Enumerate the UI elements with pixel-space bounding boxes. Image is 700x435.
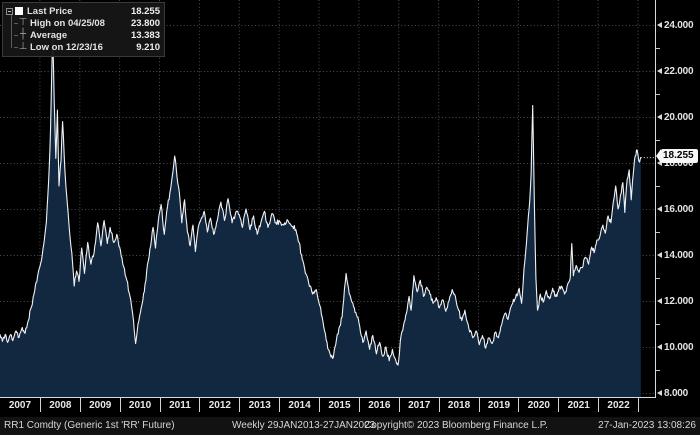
x-axis-year-cell: 2013 — [239, 398, 279, 412]
tick-arrow-icon — [657, 22, 662, 28]
y-axis-label: 24.000 — [657, 19, 694, 31]
y-axis-minor-tick — [656, 48, 660, 49]
tick-arrow-icon — [657, 114, 662, 120]
x-axis-year-label: 2012 — [208, 399, 231, 411]
legend-value: 18.255 — [130, 5, 160, 17]
x-axis-year-label: 2019 — [487, 399, 511, 411]
low-marker-icon: ⊥ — [18, 41, 28, 52]
y-axis-minor-tick — [656, 370, 660, 371]
legend-value: 9.210 — [136, 41, 160, 53]
x-axis-year-label: 2020 — [527, 399, 550, 411]
y-axis-minor-tick — [656, 278, 660, 279]
x-axis: 2007 2008 2009 2010 2011 2012 2013 2014 2015 2016… — [0, 398, 700, 417]
legend-value: 13.383 — [130, 29, 160, 41]
legend-expander-icon[interactable] — [6, 7, 13, 15]
tick-arrow-icon — [657, 390, 662, 396]
x-axis-year-label: 2008 — [49, 399, 72, 411]
y-axis-label: 8.000 — [657, 387, 688, 399]
x-axis-year-cell: 2018 — [438, 398, 479, 412]
legend-row-average[interactable]: ┼ Average 13.383 — [6, 29, 160, 41]
x-axis-year-cell: 2011 — [159, 398, 200, 412]
y-axis-label: 22.000 — [657, 65, 694, 77]
x-axis-year-label: 2018 — [447, 399, 471, 411]
x-axis-year-cell: 2015 — [319, 398, 359, 412]
y-axis-label: 20.000 — [657, 111, 694, 123]
price-area — [0, 29, 641, 398]
legend-tree-line — [11, 12, 12, 48]
y-axis-minor-tick — [656, 186, 660, 187]
x-axis-year-label: 2022 — [607, 399, 630, 411]
y-axis-label: 16.000 — [657, 203, 694, 215]
y-axis: 24.00022.00020.00018.00016.00014.00012.0… — [656, 0, 700, 399]
x-axis-year-cell: 2008 — [39, 398, 80, 412]
x-axis-year-label: 2014 — [288, 399, 311, 411]
x-axis-year-cell: 2010 — [119, 398, 160, 412]
legend-tree-stub — [14, 34, 18, 36]
price-line — [0, 29, 642, 366]
x-axis-year-label: 2009 — [89, 399, 112, 411]
last-price-tag: 18.255 — [656, 149, 698, 164]
x-axis-year-cell: 2014 — [279, 398, 319, 412]
x-axis-year-label: 2017 — [408, 399, 431, 411]
instrument-title: RR1 Comdty (Generic 1st 'RR' Future) — [4, 420, 175, 431]
legend-row-last-price[interactable]: Last Price 18.255 — [6, 5, 160, 17]
x-axis-year-label: 2016 — [368, 399, 391, 411]
x-axis-year-cell: 2019 — [478, 398, 519, 412]
last-price-value: 18.255 — [661, 149, 698, 164]
legend-box: Last Price 18.255 ⊤ High on 04/25/08 23.… — [2, 2, 165, 57]
x-axis-year-label: 2015 — [328, 399, 351, 411]
legend-row-high[interactable]: ⊤ High on 04/25/08 23.800 — [6, 17, 160, 29]
x-axis-year-cell: 2022 — [598, 398, 638, 412]
x-axis-year-cell: 2017 — [398, 398, 439, 412]
y-axis-label: 14.000 — [657, 249, 694, 261]
y-axis-minor-tick — [656, 140, 660, 141]
x-axis-year-label: 2021 — [567, 399, 590, 411]
tick-arrow-icon — [657, 298, 662, 304]
legend-label: Average — [30, 29, 68, 41]
average-marker-icon: ┼ — [19, 29, 27, 40]
x-axis-end-tick — [638, 398, 639, 412]
last-price-tag-arrow-icon — [656, 149, 661, 164]
x-axis-year-cell: 2021 — [558, 398, 598, 412]
y-axis-minor-tick — [656, 324, 660, 325]
x-axis-year-cell: 2012 — [199, 398, 239, 412]
x-axis-year-cell: 2016 — [358, 398, 399, 412]
timestamp-label: 27-Jan-2023 13:08:26 — [598, 420, 696, 431]
legend-label: High on 04/25/08 — [30, 17, 105, 29]
series-swatch-icon — [15, 7, 23, 15]
y-axis-label: 10.000 — [657, 341, 694, 353]
date-range-label: Weekly 29JAN2013-27JAN2023 — [232, 420, 376, 431]
x-axis-year-label: 2010 — [128, 399, 152, 411]
legend-row-low[interactable]: ⊥ Low on 12/23/16 9.210 — [6, 41, 160, 53]
x-axis-year-cell: 2020 — [518, 398, 558, 412]
high-marker-icon: ⊤ — [18, 17, 28, 28]
x-axis-year-label: 2007 — [8, 399, 32, 411]
legend-tree-stub — [14, 22, 18, 24]
legend-tree-stub — [14, 46, 18, 48]
legend-label: Last Price — [27, 5, 73, 17]
y-axis-minor-tick — [656, 232, 660, 233]
x-axis-year-label: 2013 — [248, 399, 271, 411]
x-axis-year-cell: 2009 — [79, 398, 120, 412]
y-axis-label: 12.000 — [657, 295, 694, 307]
footer-bar: RR1 Comdty (Generic 1st 'RR' Future) Wee… — [0, 417, 700, 435]
x-axis-year-label: 2011 — [169, 399, 191, 411]
tick-arrow-icon — [657, 206, 662, 212]
copyright-label: Copyright© 2023 Bloomberg Finance L.P. — [364, 420, 548, 431]
y-axis-minor-tick — [656, 94, 660, 95]
legend-label: Low on 12/23/16 — [30, 41, 103, 53]
tick-arrow-icon — [657, 344, 662, 350]
legend-value: 23.800 — [130, 17, 160, 29]
tick-arrow-icon — [657, 252, 662, 258]
plot-area[interactable] — [0, 0, 656, 398]
price-chart-canvas — [0, 0, 656, 398]
x-axis-year-cell: 2007 — [0, 398, 40, 412]
tick-arrow-icon — [657, 68, 662, 74]
